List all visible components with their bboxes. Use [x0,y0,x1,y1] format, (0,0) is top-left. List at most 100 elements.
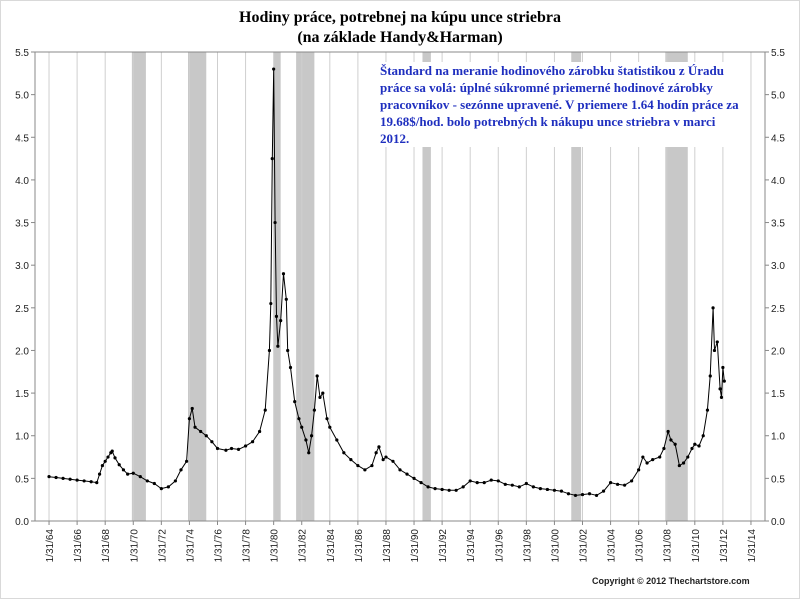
y-tick-label-left: 1.5 [15,389,29,400]
data-point [210,440,214,444]
data-point [538,486,542,491]
x-tick-label: 1/31/76 [214,529,225,563]
data-point [199,429,203,434]
x-tick-label: 1/31/86 [354,529,365,563]
data-point [475,481,479,485]
recession-bands [131,52,688,521]
data-point [61,476,65,480]
x-tick-label: 1/31/08 [663,529,674,563]
recession-band [422,52,431,521]
x-tick-label: 1/31/68 [101,529,112,563]
data-point [673,442,677,446]
y-tick-label-right: 4.5 [771,133,785,144]
series-group [47,67,726,498]
data-point [690,446,694,451]
data-point [318,395,322,399]
y-tick-label-right: 5.5 [771,48,785,59]
y-tick-label-left: 2.5 [15,304,29,315]
data-point [677,463,681,468]
y-tick-label-right: 5.0 [771,91,785,102]
x-tick-label: 1/31/70 [129,529,140,563]
y-axis-ticks: 0.0 0.0 0.5 0.5 1.0 1.0 1.5 1.5 2.0 2.0 2.5 2.5 3.0 3… [15,48,785,528]
x-tick-label: 1/31/66 [73,529,84,563]
data-point [272,67,276,71]
data-point [159,486,163,491]
y-tick-label-right: 1.0 [771,432,785,443]
y-tick-label-right: 2.0 [771,346,785,357]
data-point [419,481,423,485]
data-point [82,479,86,483]
data-point [258,429,262,434]
data-point [307,451,311,455]
data-point [75,478,79,482]
data-point [106,455,110,459]
data-point [152,481,156,486]
data-point [391,459,395,463]
data-point [179,468,183,472]
data-point [173,479,177,483]
data-point [708,374,712,378]
data-point [705,408,710,412]
data-point [304,438,308,442]
data-point [273,220,277,225]
data-point [269,301,273,306]
data-point [103,459,107,463]
data-point [645,461,649,465]
y-tick-label-right: 3.0 [771,261,785,272]
data-point [288,365,293,370]
data-point [274,314,279,318]
data-point [370,463,374,468]
data-point [284,297,288,301]
data-point [601,489,606,493]
data-point [113,456,117,460]
x-tick-label: 1/31/04 [607,529,618,563]
y-tick-label-left: 0.0 [15,517,29,528]
data-point [193,425,197,429]
data-point [482,481,486,485]
x-tick-label: 1/31/78 [242,529,253,563]
x-tick-label: 1/31/94 [466,529,477,563]
y-tick-label-left: 5.0 [15,91,29,102]
copyright-text: Copyright © 2012 Thechartstore.com [592,576,750,586]
data-point [552,488,557,492]
y-tick-label-right: 2.5 [771,304,785,315]
y-tick-label-right: 0.0 [771,517,785,528]
x-tick-label: 1/31/82 [298,529,309,563]
data-point [363,468,367,472]
y-tick-label-left: 0.5 [15,474,29,485]
data-point [276,344,280,348]
data-point [325,417,329,421]
data-point [440,487,444,492]
y-tick-label-left: 5.5 [15,48,29,59]
data-point [110,449,114,453]
data-point [637,468,641,472]
data-point [89,480,93,484]
data-point [121,468,126,472]
x-tick-label: 1/31/02 [579,529,590,563]
data-point [190,406,194,411]
data-point [531,485,535,489]
x-tick-label: 1/31/80 [270,529,281,563]
data-point [580,492,585,497]
data-point [117,463,121,467]
data-point [166,485,170,489]
data-point [384,455,388,459]
y-tick-label-right: 0.5 [771,474,785,485]
data-point [236,447,241,451]
data-point [715,340,719,344]
data-point [489,478,493,482]
data-point [722,379,726,383]
data-point [286,348,290,353]
data-point [100,463,104,468]
plot-area [34,51,766,522]
data-point [496,479,500,483]
data-point [608,481,613,485]
data-point [587,492,592,496]
data-point [300,425,304,429]
data-point [693,442,697,446]
x-tick-label: 1/31/88 [382,529,393,563]
x-tick-label: 1/31/14 [747,529,758,563]
x-tick-label: 1/31/06 [635,529,646,563]
data-point [630,479,634,483]
x-tick-label: 1/31/92 [438,529,449,563]
